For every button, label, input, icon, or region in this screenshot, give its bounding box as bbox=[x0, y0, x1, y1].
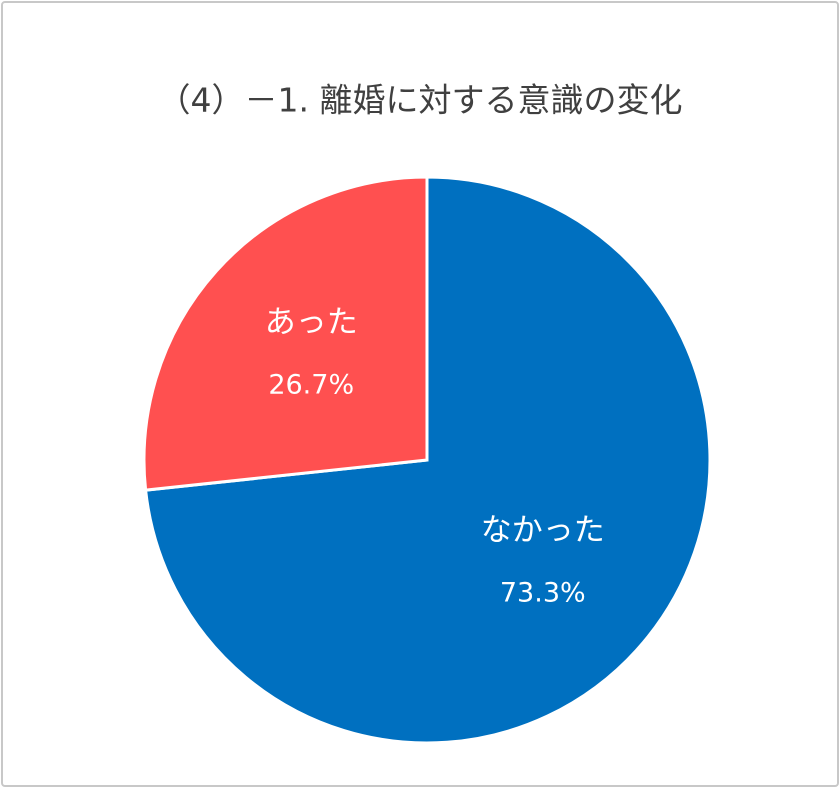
slice-label: なかった bbox=[481, 513, 605, 549]
slice-value-label: 73.3% bbox=[500, 578, 586, 609]
chart-title: （4）－1. 離婚に対する意識の変化 bbox=[158, 81, 683, 120]
slice-value-label: 26.7% bbox=[268, 369, 354, 400]
pie-slice bbox=[142, 175, 429, 492]
slice-label: あった bbox=[265, 304, 358, 340]
